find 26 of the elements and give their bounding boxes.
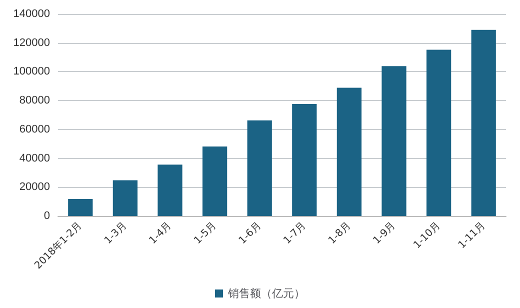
y-tick-label: 140000 bbox=[13, 8, 50, 20]
x-tick-label: 1-3月 bbox=[102, 220, 130, 246]
bar bbox=[382, 66, 406, 216]
x-tick-label: 1-4月 bbox=[148, 220, 174, 246]
bar bbox=[426, 50, 452, 216]
bar bbox=[247, 120, 272, 216]
x-tick-label: 1-7月 bbox=[282, 220, 308, 246]
bar bbox=[471, 30, 496, 216]
y-tick-label: 20000 bbox=[19, 181, 50, 194]
bar bbox=[292, 104, 317, 216]
y-tick-label: 120000 bbox=[13, 36, 50, 49]
bar bbox=[202, 146, 228, 216]
y-tick-label: 40000 bbox=[19, 152, 50, 164]
legend-label: 销售额（亿元） bbox=[227, 287, 305, 300]
x-tick-label: 1-6月 bbox=[237, 220, 264, 246]
y-tick-label: 0 bbox=[44, 210, 50, 222]
bar bbox=[158, 164, 182, 216]
x-tick-label: 1-9月 bbox=[372, 220, 398, 246]
bar bbox=[112, 180, 138, 216]
y-tick-label: 80000 bbox=[19, 94, 50, 107]
x-tick-label: 1-5月 bbox=[192, 220, 219, 246]
bar bbox=[68, 198, 93, 216]
y-tick-label: 100000 bbox=[13, 66, 50, 78]
bar bbox=[336, 88, 362, 216]
y-tick-label: 60000 bbox=[19, 123, 50, 136]
x-tick-label: 1-8月 bbox=[326, 220, 354, 246]
